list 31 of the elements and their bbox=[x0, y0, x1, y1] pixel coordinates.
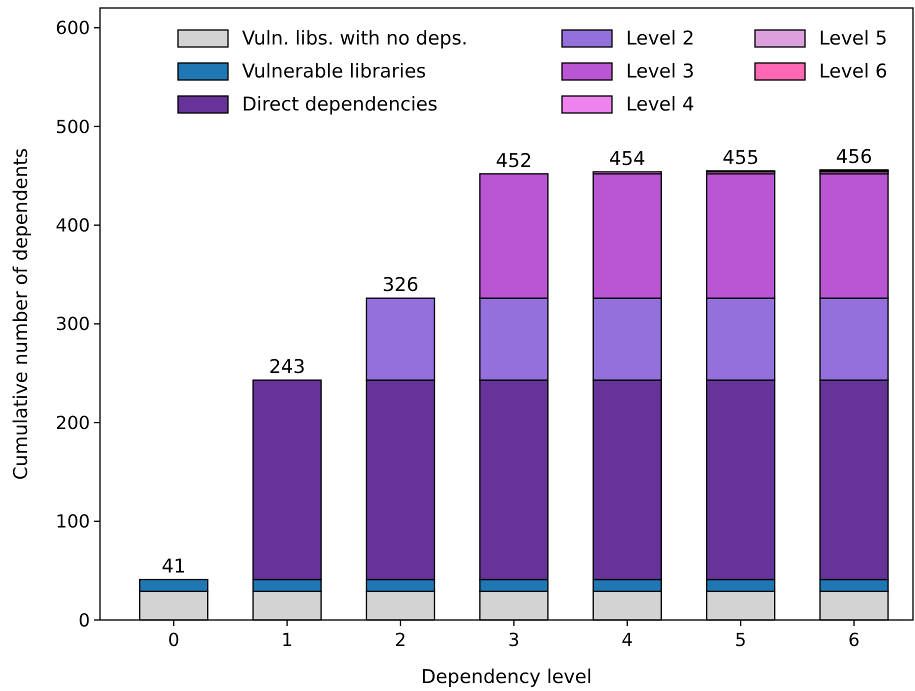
x-axis-title: Dependency level bbox=[421, 666, 592, 688]
total-label: 41 bbox=[162, 556, 186, 578]
x-tick-label: 5 bbox=[734, 630, 746, 651]
legend-label: Level 2 bbox=[626, 28, 694, 50]
total-label: 454 bbox=[609, 148, 646, 170]
total-label: 326 bbox=[382, 274, 419, 296]
legend-label: Level 4 bbox=[626, 94, 694, 116]
total-label: 243 bbox=[268, 356, 306, 378]
y-tick-label: 100 bbox=[56, 512, 90, 533]
total-label: 452 bbox=[496, 150, 532, 172]
y-tick-label: 0 bbox=[78, 610, 90, 632]
legend-label: Vuln. libs. with no deps. bbox=[242, 28, 468, 50]
legend-label: Level 6 bbox=[819, 60, 888, 83]
y-tick-label: 200 bbox=[56, 412, 90, 434]
x-tick-label: 1 bbox=[281, 630, 293, 651]
x-tick-label: 6 bbox=[848, 630, 860, 651]
x-tick-label: 3 bbox=[508, 630, 520, 651]
legend-label: Level 5 bbox=[819, 28, 888, 50]
legend-label: Vulnerable libraries bbox=[242, 60, 426, 83]
x-tick-label: 0 bbox=[168, 630, 180, 651]
x-tick-label: 2 bbox=[394, 630, 406, 651]
legend-label: Level 3 bbox=[626, 60, 694, 83]
x-tick-label: 4 bbox=[622, 630, 633, 651]
y-tick-label: 600 bbox=[56, 18, 90, 40]
y-axis-title: Cumulative number of dependents bbox=[10, 148, 32, 480]
legend-label: Direct dependencies bbox=[242, 94, 438, 116]
y-tick-label: 400 bbox=[56, 215, 90, 236]
total-label: 456 bbox=[836, 146, 872, 168]
y-tick-label: 300 bbox=[56, 314, 90, 336]
y-tick-label: 500 bbox=[56, 116, 90, 138]
total-label: 455 bbox=[722, 146, 759, 169]
